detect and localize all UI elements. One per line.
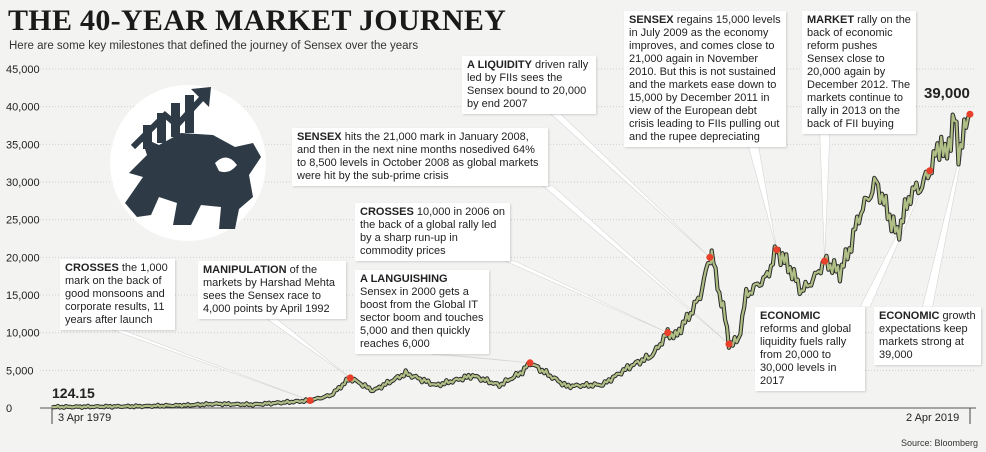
y-tick-label: 10,000 xyxy=(6,328,40,340)
leader-line xyxy=(550,113,711,258)
source-note: Source: Bloomberg xyxy=(900,438,978,448)
x-end-label: 2 Apr 2019 xyxy=(906,412,960,424)
milestone-dot xyxy=(966,110,974,118)
y-tick-label: 35,000 xyxy=(6,139,40,151)
y-tick-label: 45,000 xyxy=(6,64,40,76)
annotation-leader-lines xyxy=(112,113,971,401)
y-tick-label: 25,000 xyxy=(6,215,40,227)
annotation-manipulation: MANIPULATION of the markets by Harshad M… xyxy=(198,261,346,319)
y-tick-label: 30,000 xyxy=(6,177,40,189)
leader-line xyxy=(819,133,831,262)
chart-subtitle: Here are some key milestones that define… xyxy=(9,40,419,52)
end-value-label: 39,000 xyxy=(924,85,970,102)
milestone-dot xyxy=(821,257,829,265)
annotation-crosses-1000: CROSSES the 1,000 mark on the back of go… xyxy=(60,259,175,330)
leader-line xyxy=(748,146,778,250)
x-start-label: 3 Apr 1979 xyxy=(58,412,112,424)
milestone-dot xyxy=(306,396,314,404)
y-tick-label: 0 xyxy=(6,403,12,415)
start-value-label: 124.15 xyxy=(52,385,95,401)
milestone-markers xyxy=(306,110,974,404)
annotation-market-rally-reform: MARKET rally on the back of economic ref… xyxy=(802,11,916,134)
annotation-economic-reforms: ECONOMIC reforms and global liquidity fu… xyxy=(755,307,865,391)
leader-line xyxy=(112,329,311,401)
milestone-dot xyxy=(664,329,672,337)
y-tick-label: 20,000 xyxy=(6,252,40,264)
annotation-liquidity-rally: A LIQUIDITY driven rally led by FIIs see… xyxy=(462,56,596,114)
chart-title: THE 40-YEAR MARKET JOURNEY xyxy=(8,4,507,37)
y-tick-label: 5,000 xyxy=(6,365,34,377)
milestone-dot xyxy=(773,246,781,254)
bull-with-rising-arrow-icon xyxy=(110,85,266,241)
leader-line xyxy=(266,318,351,379)
annotation-crosses-10000: CROSSES 10,000 in 2006 on the back of a … xyxy=(355,203,510,261)
milestone-dot xyxy=(725,340,733,348)
annotation-languishing: A LANGUISHING Sensex in 2000 gets a boos… xyxy=(355,270,489,354)
y-axis-ticks: 0 5,000 10,000 15,000 20,000 25,000 30,000 35,0… xyxy=(6,64,40,415)
milestone-dot xyxy=(346,374,354,382)
leader-line xyxy=(504,260,668,333)
annotation-subprime-crisis: SENSEX hits the 21,000 mark in January 2… xyxy=(292,128,548,186)
milestone-dot xyxy=(706,253,714,261)
milestone-dot xyxy=(926,167,934,175)
leader-line xyxy=(430,353,531,364)
leader-line xyxy=(542,185,730,345)
y-tick-label: 40,000 xyxy=(6,102,40,114)
annotation-regains-15000: SENSEX regains 15,000 levels in July 200… xyxy=(624,11,786,147)
milestone-dot xyxy=(526,359,534,367)
annotation-economic-growth: ECONOMIC growth expectations keep market… xyxy=(874,307,981,365)
y-tick-label: 15,000 xyxy=(6,290,40,302)
series-layer xyxy=(51,112,972,410)
sensex-line xyxy=(51,113,971,409)
